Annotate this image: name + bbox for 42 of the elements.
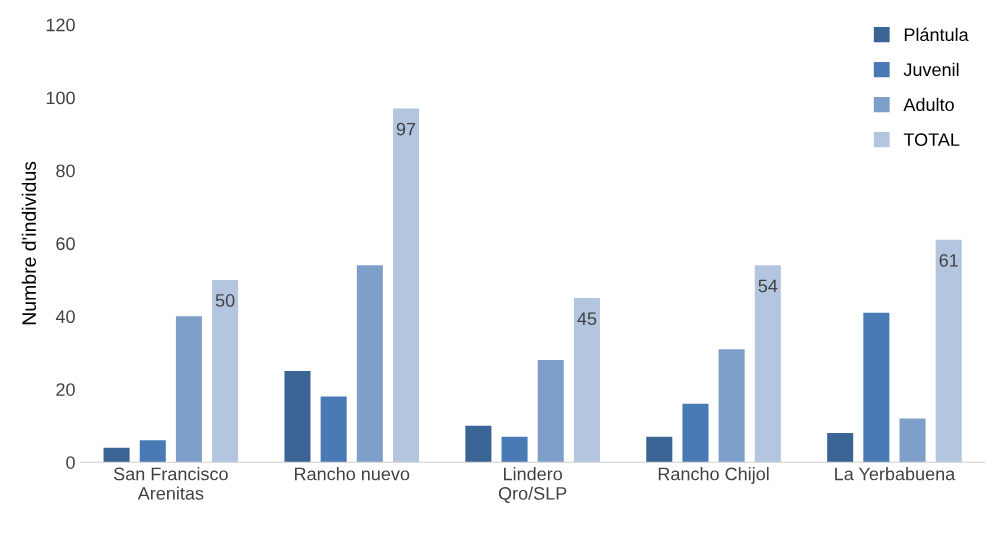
bar bbox=[320, 396, 347, 463]
legend-label: Juvenil bbox=[903, 62, 959, 77]
y-tick-label: 20 bbox=[56, 383, 75, 396]
y-tick-label: 80 bbox=[56, 164, 75, 178]
bar bbox=[284, 371, 311, 463]
y-tick-label: 0 bbox=[66, 456, 75, 469]
bar bbox=[935, 239, 962, 463]
legend-label: Plántula bbox=[904, 27, 969, 42]
bar bbox=[863, 312, 890, 463]
bar bbox=[646, 436, 673, 463]
bar bbox=[537, 360, 564, 463]
x-tick-label: San Francisco Arenitas bbox=[113, 467, 228, 500]
bar bbox=[573, 298, 600, 463]
bar bbox=[356, 265, 383, 463]
bar bbox=[682, 403, 709, 463]
legend-label: Adulto bbox=[903, 97, 954, 112]
y-axis-title: Numbre d'individus bbox=[21, 161, 37, 325]
bar bbox=[501, 436, 528, 463]
data-label: 50 bbox=[215, 294, 235, 307]
bar bbox=[718, 349, 745, 463]
x-tick-label: Rancho Chijol bbox=[658, 467, 769, 484]
bar bbox=[103, 447, 130, 463]
y-tick-label: 60 bbox=[56, 237, 75, 251]
data-label: 54 bbox=[758, 279, 778, 293]
x-tick-label: La Yerbabuena bbox=[835, 467, 956, 481]
x-tick-label: Lindero Qro/SLP bbox=[498, 467, 567, 504]
bar bbox=[899, 418, 926, 463]
bar bbox=[827, 433, 854, 463]
data-label: 97 bbox=[396, 122, 416, 136]
bar bbox=[465, 425, 492, 463]
data-label: 45 bbox=[577, 312, 597, 326]
bar bbox=[212, 279, 239, 463]
y-tick-label: 40 bbox=[55, 310, 75, 324]
x-tick-label: Rancho nuevo bbox=[295, 467, 410, 481]
y-tick-label: 100 bbox=[46, 91, 75, 105]
bar bbox=[175, 316, 202, 463]
legend-label: TOTAL bbox=[903, 133, 960, 147]
bar bbox=[139, 440, 166, 463]
bar bbox=[393, 108, 420, 463]
y-tick-label: 120 bbox=[46, 18, 75, 32]
bar bbox=[754, 265, 781, 463]
data-label: 61 bbox=[939, 253, 958, 267]
